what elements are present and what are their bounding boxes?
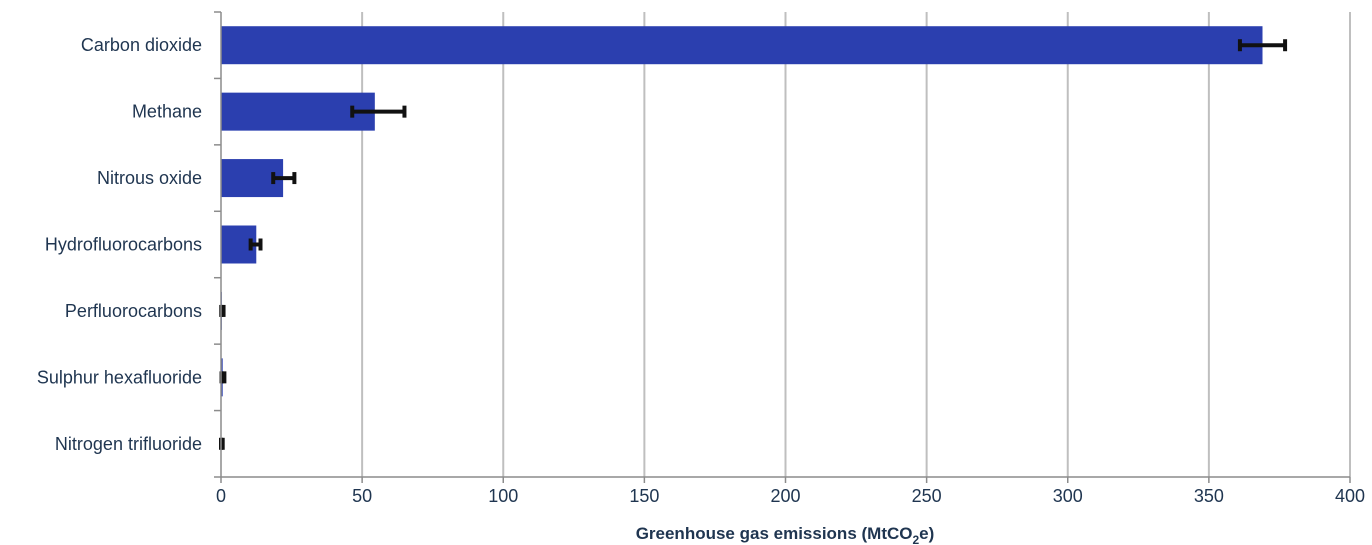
x-axis-title: Greenhouse gas emissions (MtCO2e): [636, 524, 935, 545]
x-tick-label: 100: [488, 486, 518, 506]
category-label: Sulphur hexafluoride: [37, 367, 202, 387]
bar: [221, 26, 1263, 65]
error-bar: [219, 371, 227, 384]
error-bar: [271, 172, 297, 185]
x-tick-label: 50: [352, 486, 372, 506]
category-label: Carbon dioxide: [81, 35, 202, 55]
x-tick-label: 0: [216, 486, 226, 506]
category-label: Hydrofluorocarbons: [45, 235, 202, 255]
x-tick-label: 250: [912, 486, 942, 506]
x-tick-label: 150: [629, 486, 659, 506]
error-bar: [248, 238, 263, 251]
x-tick-label: 200: [770, 486, 800, 506]
category-label: Perfluorocarbons: [65, 301, 202, 321]
x-axis-title-suffix: e): [919, 524, 934, 543]
category-label: Methane: [132, 102, 202, 122]
gridlines: [361, 12, 1351, 477]
error-bar: [350, 105, 407, 118]
x-axis-title-subscript: 2: [912, 533, 919, 545]
error-bar: [1237, 39, 1288, 52]
bar: [221, 92, 375, 131]
labels: Carbon dioxide Methane Nitrous oxide Hydrof…: [37, 35, 1365, 506]
x-tick-label: 300: [1053, 486, 1083, 506]
category-label: Nitrogen trifluoride: [55, 434, 202, 454]
x-axis-title-main: Greenhouse gas emissions (MtCO: [636, 524, 913, 543]
axes: [214, 11, 1351, 483]
x-tick-label: 400: [1335, 486, 1365, 506]
x-tick-label: 350: [1194, 486, 1224, 506]
error-bars: [219, 39, 1288, 450]
category-label: Nitrous oxide: [97, 168, 202, 188]
bars: [221, 26, 1263, 463]
